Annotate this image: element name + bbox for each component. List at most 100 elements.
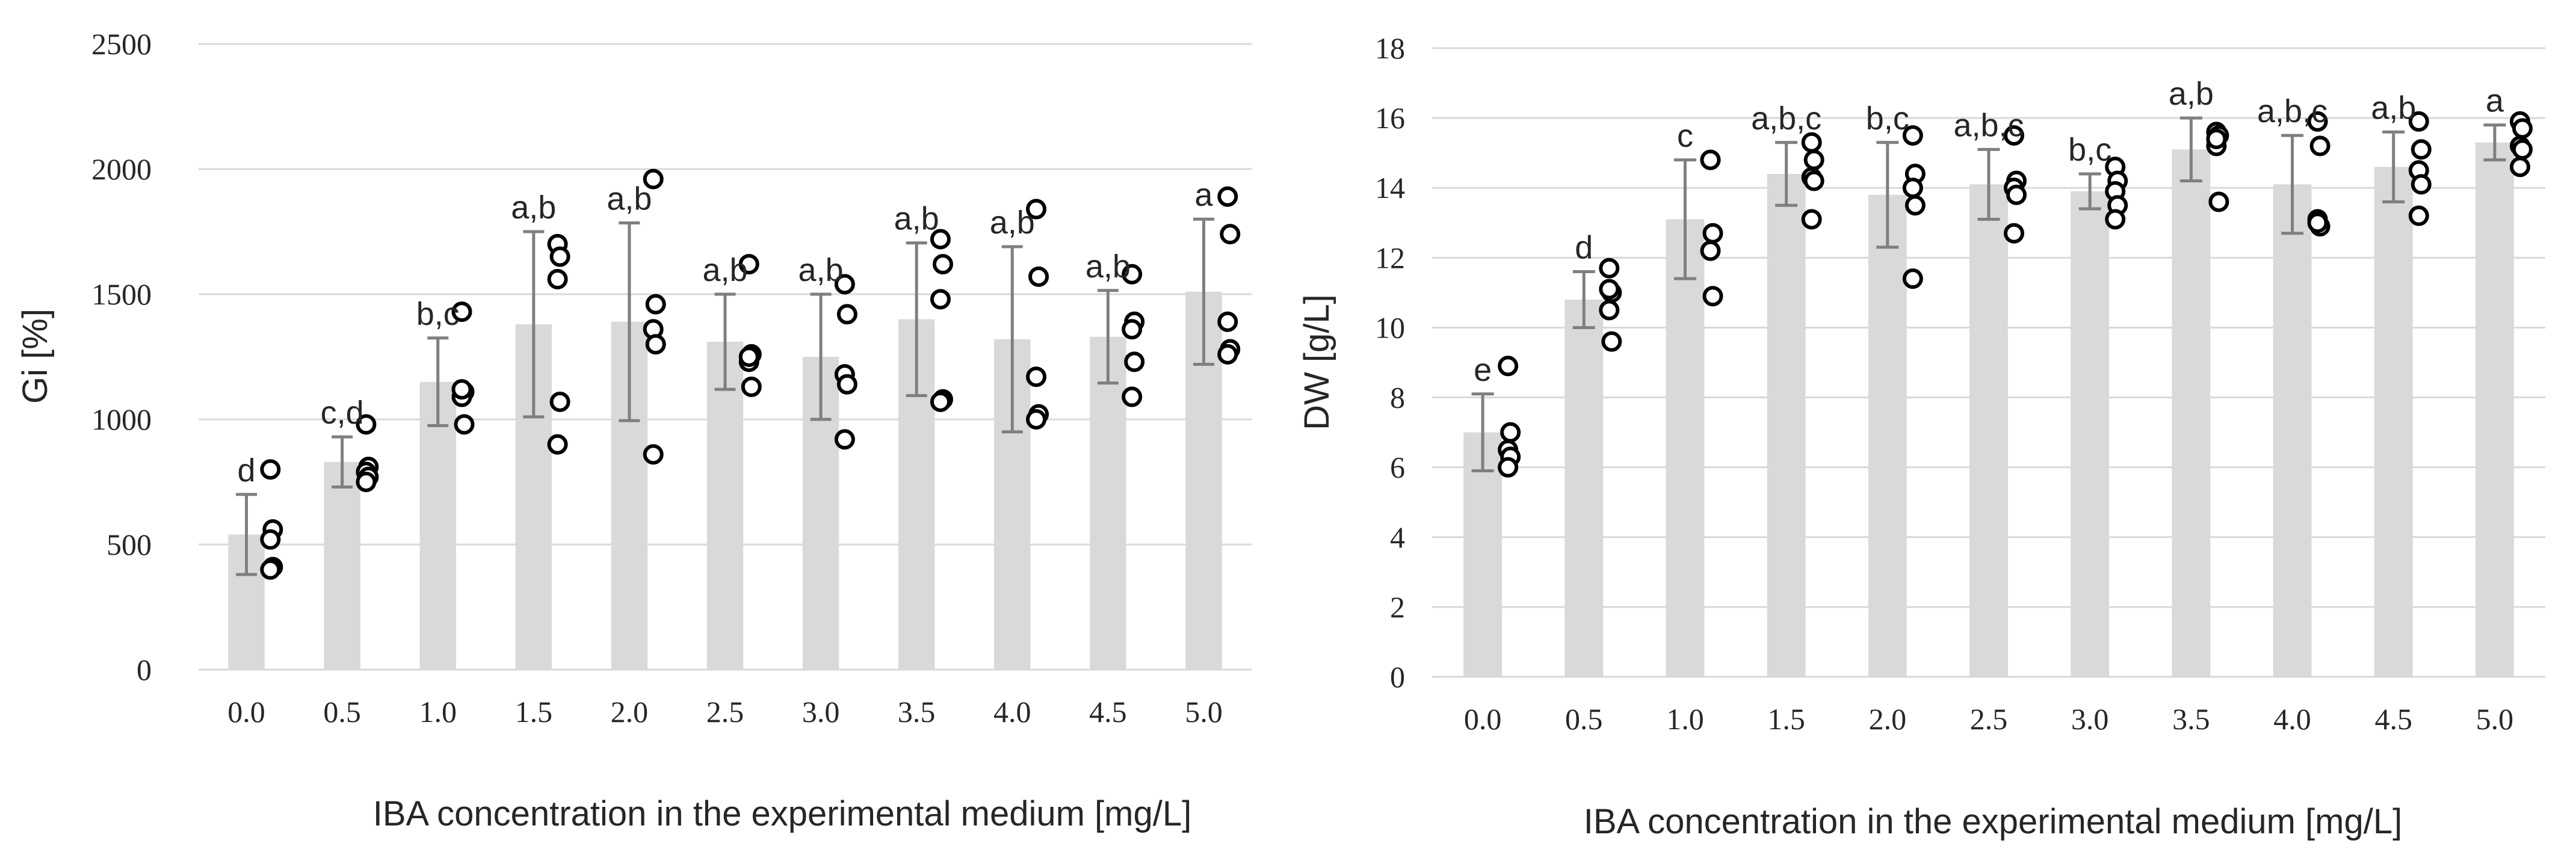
data-point bbox=[741, 376, 762, 397]
x-tick-label: 0.0 bbox=[227, 695, 265, 729]
y-tick-label: 1500 bbox=[91, 277, 152, 311]
y-tick-label: 4 bbox=[1390, 520, 1405, 554]
data-point bbox=[738, 254, 759, 275]
data-point bbox=[2509, 156, 2530, 177]
data-point bbox=[1902, 177, 1923, 199]
x-tick-label: 1.5 bbox=[515, 695, 553, 729]
data-point bbox=[2307, 212, 2328, 233]
data-point bbox=[645, 334, 666, 355]
x-tick-label: 5.0 bbox=[2476, 702, 2514, 736]
data-point bbox=[260, 459, 281, 480]
significance-label: c,d bbox=[321, 395, 364, 431]
y-tick-label: 8 bbox=[1390, 381, 1405, 415]
significance-label: e bbox=[1474, 352, 1492, 388]
bar bbox=[1666, 219, 1705, 677]
data-point bbox=[1122, 386, 1143, 407]
data-point bbox=[2307, 111, 2328, 132]
data-point bbox=[643, 168, 664, 190]
data-point bbox=[1500, 422, 1521, 443]
data-point bbox=[930, 391, 951, 412]
bar bbox=[1767, 174, 1806, 677]
significance-label: a,b bbox=[894, 201, 939, 237]
x-tick-label: 2.5 bbox=[706, 695, 744, 729]
data-point bbox=[2512, 139, 2533, 160]
significance-label: d bbox=[238, 452, 256, 489]
x-tick-label: 4.0 bbox=[993, 695, 1031, 729]
data-point bbox=[260, 559, 281, 580]
x-tick-label: 2.0 bbox=[1869, 702, 1907, 736]
data-point bbox=[2411, 139, 2432, 160]
data-point bbox=[356, 414, 377, 435]
data-point bbox=[1902, 268, 1923, 289]
data-point bbox=[930, 289, 951, 310]
data-point bbox=[1217, 344, 1238, 365]
x-tick-label: 4.0 bbox=[2273, 702, 2311, 736]
significance-label: a,b bbox=[2169, 76, 2214, 112]
significance-label: c bbox=[1677, 118, 1693, 154]
data-point bbox=[834, 274, 855, 295]
y-tick-label: 500 bbox=[107, 528, 152, 561]
significance-label: a,b bbox=[798, 252, 844, 288]
dw-chart-panel: 0 2 4 6 8 10 12 14 16 18 e 0.0 d 0.5 c 1.0 a,b,c 1.5 b,c 2.… bbox=[1297, 31, 2545, 841]
data-point bbox=[1026, 199, 1047, 220]
data-point bbox=[1902, 125, 1923, 146]
y-tick-label: 0 bbox=[137, 653, 152, 687]
data-point bbox=[1803, 149, 1824, 170]
data-point bbox=[1801, 209, 1822, 230]
data-point bbox=[836, 304, 857, 325]
bar bbox=[2475, 142, 2514, 677]
data-point bbox=[451, 379, 472, 400]
data-point bbox=[2309, 135, 2330, 156]
y-tick-label: 16 bbox=[1375, 101, 1405, 135]
data-point bbox=[2408, 111, 2429, 132]
data-point bbox=[1700, 149, 1721, 170]
bar bbox=[2172, 149, 2211, 677]
data-point bbox=[836, 374, 857, 395]
data-point bbox=[260, 529, 281, 550]
data-point bbox=[356, 472, 377, 492]
bar bbox=[1564, 300, 1604, 677]
data-point bbox=[834, 429, 855, 450]
x-tick-label: 2.5 bbox=[1970, 702, 2008, 736]
data-point bbox=[1803, 170, 1824, 191]
bar bbox=[2071, 191, 2110, 677]
y-tick-label: 6 bbox=[1390, 451, 1405, 484]
data-point bbox=[2206, 128, 2227, 149]
data-point bbox=[1599, 300, 1620, 321]
significance-label: a,b,c bbox=[2257, 93, 2327, 129]
data-point bbox=[1904, 195, 1926, 216]
x-axis-title: IBA concentration in the experimental me… bbox=[373, 794, 1191, 833]
x-tick-label: 3.0 bbox=[2071, 702, 2109, 736]
x-axis-title: IBA concentration in the experimental me… bbox=[1584, 802, 2402, 841]
x-tick-label: 0.5 bbox=[323, 695, 361, 729]
data-point bbox=[2512, 118, 2533, 139]
data-point bbox=[2105, 209, 2126, 230]
data-point bbox=[454, 414, 475, 435]
data-point bbox=[1217, 186, 1238, 207]
bar bbox=[1969, 184, 2008, 677]
x-tick-label: 0.0 bbox=[1464, 702, 1502, 736]
data-point bbox=[738, 347, 759, 367]
data-point bbox=[1801, 132, 1822, 153]
data-point bbox=[1498, 356, 1519, 377]
data-point bbox=[645, 294, 666, 315]
bar bbox=[419, 381, 456, 670]
data-point bbox=[1122, 319, 1143, 340]
bar bbox=[1463, 432, 1503, 677]
data-point bbox=[1599, 279, 1620, 300]
data-point bbox=[2006, 184, 2027, 205]
significance-label: a,b bbox=[1086, 248, 1131, 285]
x-tick-label: 4.5 bbox=[2374, 702, 2412, 736]
data-point bbox=[1026, 409, 1047, 430]
data-point bbox=[932, 254, 953, 275]
data-point bbox=[930, 229, 951, 250]
data-point bbox=[547, 434, 568, 455]
data-point bbox=[1700, 240, 1721, 261]
significance-label: b,c bbox=[2068, 132, 2111, 168]
significance-label: b,c bbox=[416, 296, 460, 332]
data-point bbox=[2411, 174, 2432, 195]
data-point bbox=[1028, 266, 1049, 287]
x-tick-label: 1.0 bbox=[419, 695, 457, 729]
y-tick-label: 12 bbox=[1375, 241, 1405, 274]
bar bbox=[324, 461, 360, 670]
